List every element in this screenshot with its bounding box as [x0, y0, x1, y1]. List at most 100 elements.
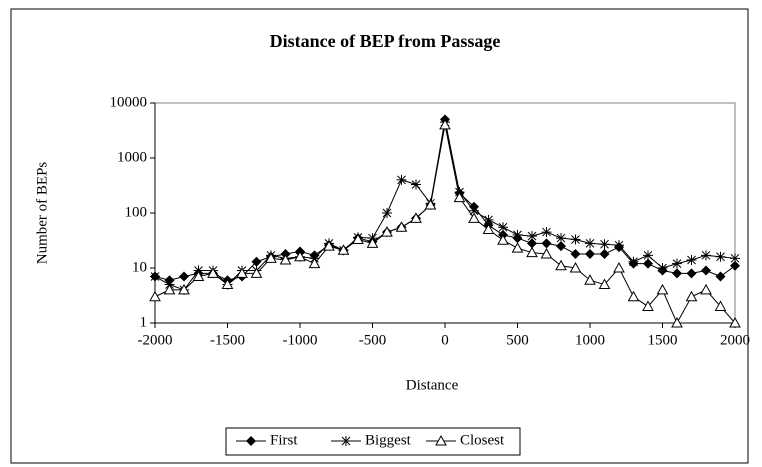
- marker-star: [512, 229, 523, 240]
- y-tick-label: 1000: [117, 149, 147, 165]
- marker-triangle: [642, 300, 654, 311]
- marker-triangle: [381, 226, 393, 237]
- marker-triangle: [511, 242, 524, 253]
- marker-triangle: [671, 316, 683, 328]
- marker-star: [701, 250, 711, 261]
- marker-triangle: [352, 233, 364, 244]
- marker-triangle: [439, 118, 451, 130]
- legend-label: Biggest: [365, 432, 412, 448]
- marker-star: [730, 253, 740, 264]
- marker-triangle: [540, 247, 553, 259]
- x-tick-label: 2000: [720, 332, 750, 348]
- marker-diamond: [570, 248, 581, 259]
- marker-star: [541, 227, 552, 238]
- marker-triangle: [163, 283, 176, 295]
- marker-triangle: [279, 253, 292, 265]
- marker-diamond: [541, 238, 552, 249]
- marker-triangle: [584, 274, 596, 285]
- marker-triangle: [323, 240, 335, 251]
- marker-triangle: [250, 267, 263, 278]
- marker-diamond: [643, 258, 653, 269]
- y-tick-label: 100: [125, 204, 148, 220]
- x-tick-label: -1000: [283, 332, 318, 348]
- marker-star: [599, 239, 610, 250]
- x-tick-label: 500: [506, 332, 529, 348]
- y-tick-label: 1: [140, 314, 148, 330]
- marker-star: [396, 174, 407, 185]
- y-tick-label: 10: [132, 259, 147, 275]
- marker-star: [556, 233, 566, 244]
- marker-star: [570, 234, 581, 245]
- y-tick-label: 10000: [110, 94, 148, 110]
- chart-frame: [10, 8, 749, 464]
- marker-triangle: [482, 223, 495, 235]
- x-tick-label: 1500: [648, 332, 678, 348]
- marker-diamond: [701, 265, 711, 276]
- marker-star: [585, 238, 595, 249]
- x-tick-label: -2000: [138, 332, 173, 348]
- marker-triangle: [714, 300, 727, 311]
- marker-star: [150, 271, 160, 282]
- marker-triangle: [656, 283, 669, 295]
- marker-diamond: [556, 241, 566, 252]
- marker-triangle: [410, 212, 422, 223]
- marker-star: [382, 208, 392, 218]
- legend-label: First: [270, 432, 298, 448]
- marker-star: [672, 258, 682, 269]
- marker-diamond: [585, 248, 595, 259]
- marker-star: [614, 240, 624, 251]
- marker-triangle: [149, 290, 161, 302]
- marker-triangle: [627, 290, 640, 302]
- marker-star: [628, 256, 639, 267]
- marker-diamond: [179, 271, 189, 282]
- marker-triangle: [395, 221, 408, 232]
- marker-triangle: [569, 261, 582, 273]
- marker-star: [527, 231, 537, 242]
- x-tick-label: -1500: [210, 332, 245, 348]
- marker-star: [341, 436, 351, 446]
- marker-star: [498, 222, 508, 233]
- marker-diamond: [527, 238, 537, 249]
- marker-triangle: [453, 191, 466, 203]
- x-tick-label: -500: [359, 332, 387, 348]
- marker-diamond: [686, 268, 697, 279]
- x-tick-label: 1000: [575, 332, 605, 348]
- marker-triangle: [192, 270, 205, 282]
- marker-triangle: [236, 267, 248, 278]
- marker-triangle: [526, 246, 538, 258]
- y-axis-label: Number of BEPs: [34, 162, 50, 265]
- marker-triangle: [366, 237, 379, 248]
- legend: [225, 427, 521, 456]
- marker-star: [469, 205, 479, 216]
- marker-triangle: [207, 267, 219, 278]
- marker-triangle: [424, 198, 437, 210]
- marker-triangle: [685, 290, 698, 302]
- marker-diamond: [672, 268, 682, 279]
- marker-star: [411, 179, 421, 190]
- marker-star: [483, 214, 494, 225]
- marker-star: [643, 250, 653, 261]
- x-axis-label: Distance: [406, 377, 459, 393]
- marker-triangle: [497, 234, 509, 245]
- marker-triangle: [178, 283, 190, 295]
- x-tick-label: 0: [441, 332, 449, 348]
- marker-triangle: [308, 257, 321, 269]
- legend-label: Closest: [460, 432, 505, 448]
- marker-triangle: [221, 278, 234, 290]
- marker-triangle: [265, 252, 277, 263]
- marker-triangle: [435, 434, 447, 446]
- marker-diamond: [246, 436, 256, 446]
- marker-diamond: [730, 260, 740, 271]
- marker-triangle: [700, 283, 712, 295]
- marker-star: [657, 263, 668, 273]
- marker-triangle: [613, 261, 625, 273]
- marker-diamond: [251, 256, 262, 267]
- chart-title: Distance of BEP from Passage: [270, 31, 501, 51]
- marker-triangle: [294, 250, 306, 262]
- marker-triangle: [555, 259, 567, 271]
- marker-star: [715, 251, 726, 262]
- marker-star: [686, 254, 697, 265]
- marker-triangle: [598, 278, 611, 290]
- marker-diamond: [715, 271, 726, 282]
